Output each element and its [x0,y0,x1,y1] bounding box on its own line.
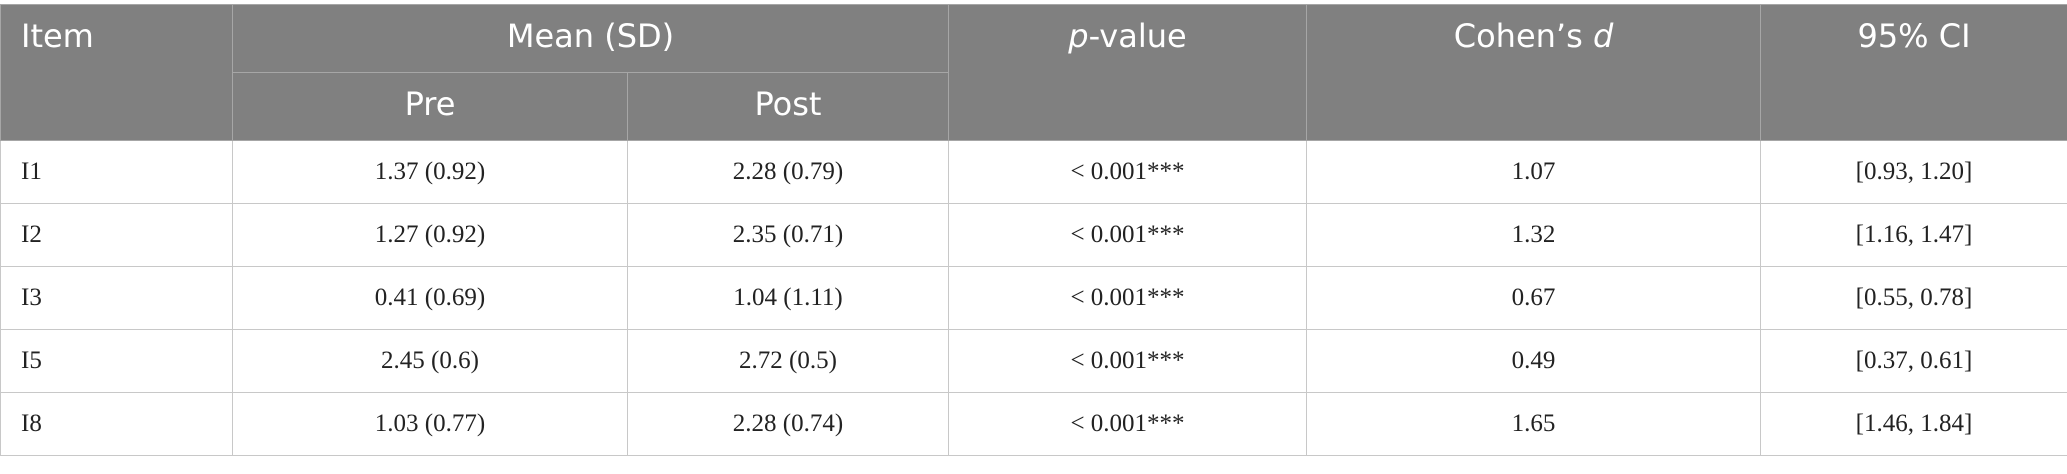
header-cell: Post [628,73,949,141]
table-cell: 2.28 (0.79) [628,141,949,204]
table-cell: 1.07 [1307,141,1761,204]
table-cell: 0.67 [1307,267,1761,330]
table-cell: I5 [1,330,233,393]
table-cell: < 0.001*** [949,141,1307,204]
table-cell: 1.04 (1.11) [628,267,949,330]
table-cell: 2.72 (0.5) [628,330,949,393]
header-cell: Pre [233,73,628,141]
header-cell: p-value [949,5,1307,141]
table-cell: 2.45 (0.6) [233,330,628,393]
results-table: Item Mean (SD) p-value Cohen’s d 95% CI … [0,4,2067,456]
table-cell: I3 [1,267,233,330]
table-cell: [1.46, 1.84] [1761,393,2067,456]
table-cell: I1 [1,141,233,204]
table-cell: 1.03 (0.77) [233,393,628,456]
table-cell: 2.35 (0.71) [628,204,949,267]
header-text: Cohen’s [1454,17,1593,55]
table-cell: 1.27 (0.92) [233,204,628,267]
header-cell: Cohen’s d [1307,5,1761,141]
header-cell: Item [1,5,233,141]
table-cell: 2.28 (0.74) [628,393,949,456]
table-cell: < 0.001*** [949,330,1307,393]
table-cell: 1.65 [1307,393,1761,456]
table-cell: [1.16, 1.47] [1761,204,2067,267]
header-text: -value [1089,17,1187,55]
table-cell: < 0.001*** [949,267,1307,330]
table-cell: 0.41 (0.69) [233,267,628,330]
table-cell: [0.55, 0.78] [1761,267,2067,330]
table-cell: [0.37, 0.61] [1761,330,2067,393]
table-cell: < 0.001*** [949,204,1307,267]
table-cell: 1.37 (0.92) [233,141,628,204]
table-cell: I8 [1,393,233,456]
table-cell: I2 [1,204,233,267]
table-cell: [0.93, 1.20] [1761,141,2067,204]
page: Item Mean (SD) p-value Cohen’s d 95% CI … [0,4,2067,474]
table-header: Item Mean (SD) p-value Cohen’s d 95% CI … [1,5,2067,141]
table-cell: 0.49 [1307,330,1761,393]
header-cell: Mean (SD) [233,5,949,73]
header-cell: 95% CI [1761,5,2067,141]
table-cell: < 0.001*** [949,393,1307,456]
table-cell: 1.32 [1307,204,1761,267]
header-text: d [1593,17,1613,55]
header-text: p [1068,17,1088,55]
